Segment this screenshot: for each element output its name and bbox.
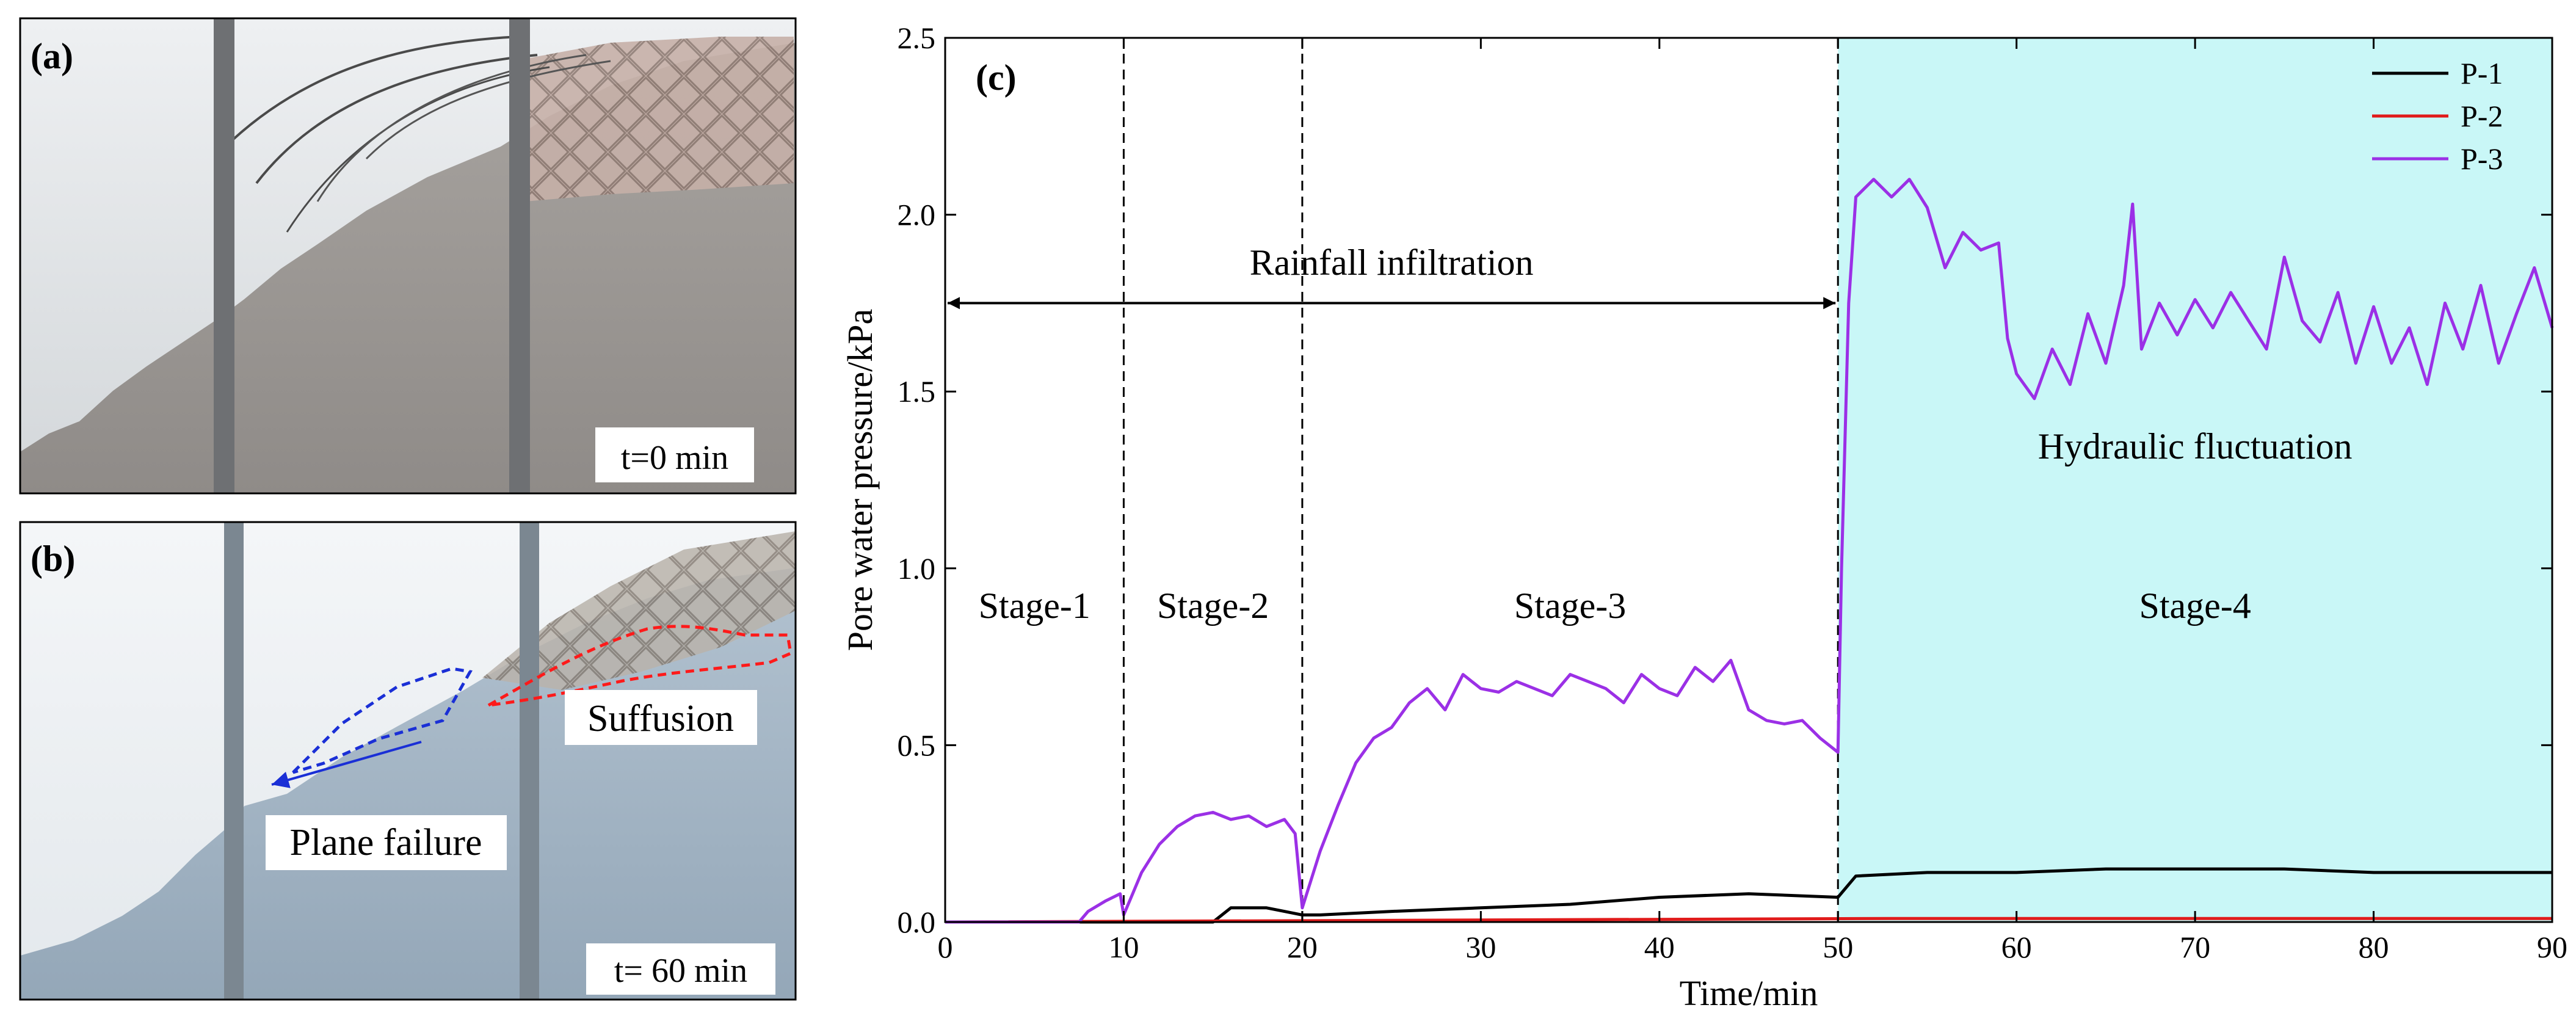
x-tick-label: 70 (2180, 930, 2210, 964)
panel-b-photo (20, 522, 796, 1000)
plane-failure-outline (292, 667, 473, 774)
plane-failure-arrow (271, 741, 422, 788)
y-tick-label: 1.5 (898, 374, 936, 408)
chart-annotation: Hydraulic fluctuation (2038, 426, 2353, 467)
x-axis-label: Time/min (1680, 973, 1818, 1013)
plot-frame (944, 37, 2553, 923)
panel-a-time-box (595, 427, 754, 482)
x-tick-label: 10 (1108, 930, 1139, 964)
y-tick-label: 2.0 (898, 198, 936, 232)
legend-label-p-2: P-2 (2461, 99, 2503, 133)
chart-annotation: Rainfall infiltration (1250, 242, 1534, 283)
x-tick-label: 90 (2537, 930, 2567, 964)
series-line-p-1 (945, 867, 2552, 924)
y-tick-label: 2.5 (898, 21, 936, 55)
legend-label-p-3: P-3 (2461, 142, 2503, 176)
stage-label: Stage-4 (2139, 586, 2251, 626)
x-tick-label: 30 (1465, 930, 1496, 964)
stage-label: Stage-1 (979, 586, 1090, 626)
legend: P-1 P-2 P-3 (2372, 56, 2503, 176)
panel-b-time-box (586, 943, 775, 995)
plane-failure-label: Plane failure (289, 822, 482, 863)
stage-4-shaded-region (1838, 38, 2552, 922)
suffusion-label: Suffusion (587, 698, 734, 739)
panel-c-label: (c) (976, 57, 1017, 98)
x-tick-label: 80 (2359, 930, 2389, 964)
suffusion-label-box (565, 690, 757, 745)
pore-pressure-chart: 0 10 20 30 40 50 60 70 80 90 0.0 0.5 1.0 1.5 2.0 2.5 Ra… (840, 21, 2567, 1013)
panel-a-label: (a) (31, 36, 73, 76)
y-axis-label: Pore water pressure/kPa (840, 309, 880, 652)
x-tick-label: 0 (938, 930, 953, 964)
stage-label: Stage-3 (1514, 586, 1626, 626)
x-tick-label: 50 (1823, 930, 1853, 964)
panel-b-label: (b) (31, 539, 75, 579)
x-tick-label: 60 (2001, 930, 2032, 964)
series-line-p-3 (945, 178, 2554, 924)
panel-a-frame (19, 17, 797, 495)
y-tick-label: 1.0 (898, 551, 936, 586)
legend-label-p-1: P-1 (2461, 56, 2503, 90)
plane-failure-label-box (266, 815, 507, 870)
x-tick-label: 40 (1644, 930, 1675, 964)
y-tick-label: 0.0 (898, 905, 936, 939)
panel-b-frame (19, 521, 797, 1001)
panel-a-time-label: t=0 min (621, 439, 728, 477)
panel-b-time-label: t= 60 min (614, 952, 747, 990)
panel-a-photo (20, 18, 796, 493)
y-tick-label: 0.5 (898, 728, 936, 762)
suffusion-outline (487, 625, 793, 707)
x-tick-label: 20 (1287, 930, 1318, 964)
series-line-p-2 (945, 917, 2552, 924)
stage-label: Stage-2 (1157, 586, 1269, 626)
